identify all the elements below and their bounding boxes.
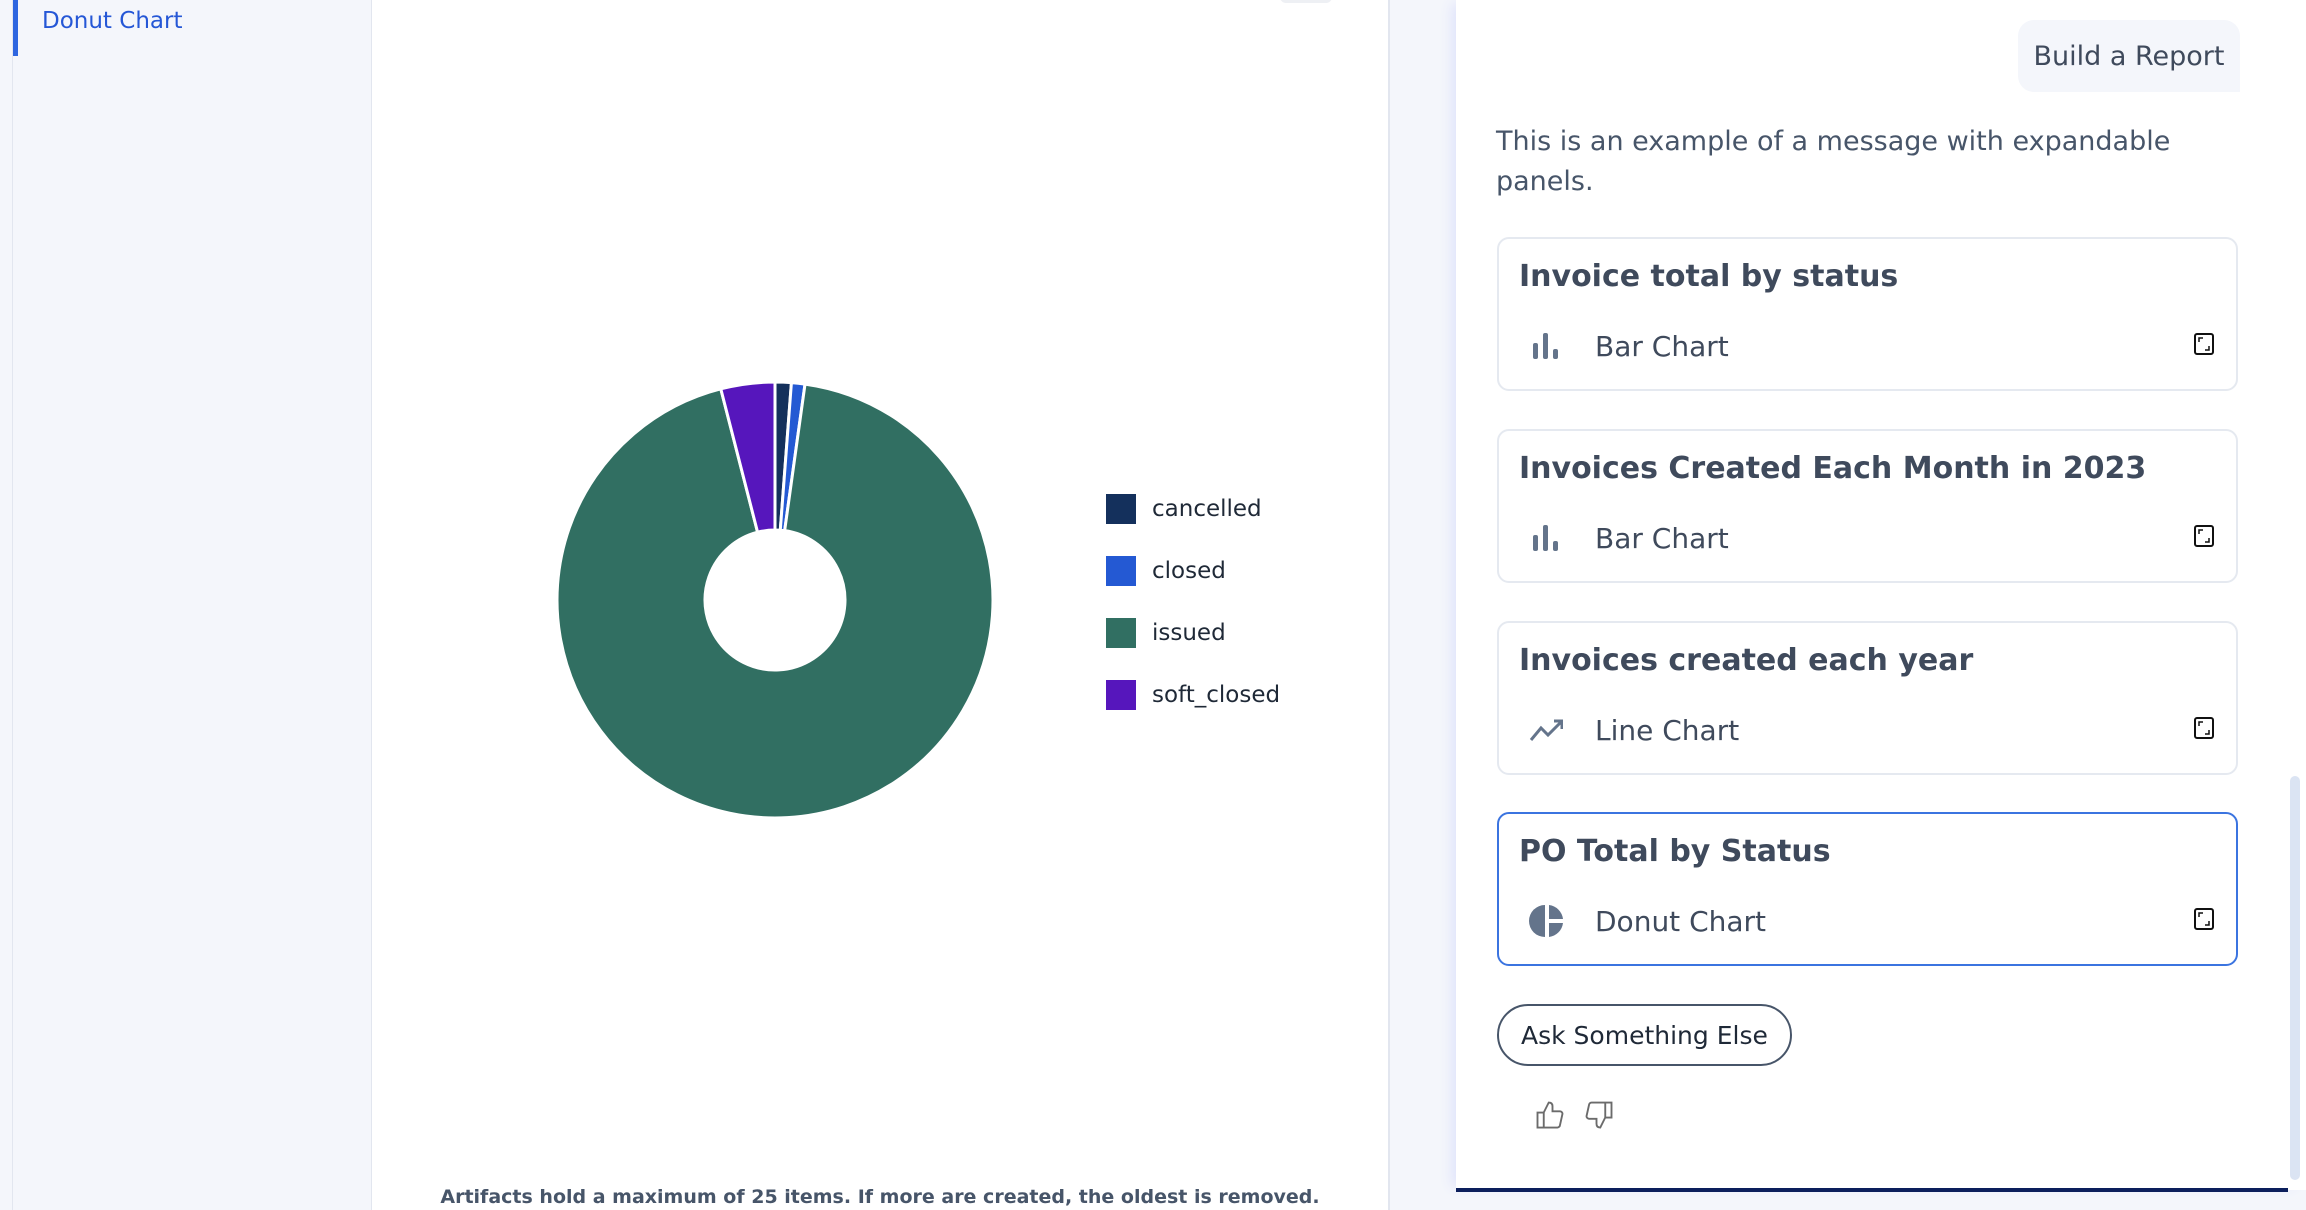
panel-type: Bar Chart <box>1595 521 1729 555</box>
panel-card-active[interactable]: PO Total by Status Donut Chart <box>1497 812 2238 966</box>
pie-chart-icon <box>1529 904 1563 938</box>
sidebar-item-donut-chart[interactable]: Donut Chart <box>13 0 368 56</box>
bar-chart-icon <box>1529 329 1563 363</box>
expand-icon[interactable] <box>2194 717 2214 739</box>
expand-icon[interactable] <box>2194 908 2214 930</box>
expand-icon[interactable] <box>2194 525 2214 547</box>
chat-bottom-border <box>1456 1188 2288 1192</box>
toolbar-button[interactable] <box>1280 0 1332 3</box>
legend-swatch <box>1106 680 1136 710</box>
legend-item[interactable]: issued <box>1106 618 1280 648</box>
user-message: Build a Report <box>2018 20 2240 92</box>
legend-swatch <box>1106 556 1136 586</box>
ask-something-else-button[interactable]: Ask Something Else <box>1497 1004 1792 1066</box>
donut-chart <box>555 380 995 820</box>
expand-icon[interactable] <box>2194 333 2214 355</box>
chart-legend: cancelled closed issued soft_closed <box>1106 494 1280 742</box>
panel-type: Line Chart <box>1595 713 1740 747</box>
panel-card[interactable]: Invoice total by status Bar Chart <box>1497 237 2238 391</box>
panel-title: Invoices Created Each Month in 2023 <box>1519 451 2147 486</box>
legend-item[interactable]: cancelled <box>1106 494 1280 524</box>
legend-label: issued <box>1152 620 1226 646</box>
legend-item[interactable]: closed <box>1106 556 1280 586</box>
legend-label: closed <box>1152 558 1226 584</box>
panel-type: Bar Chart <box>1595 329 1729 363</box>
artifact-panel: cancelled closed issued soft_closed Artifac… <box>372 0 1390 1210</box>
panel-card[interactable]: Invoices created each year Line Chart <box>1497 621 2238 775</box>
panel-title: PO Total by Status <box>1519 834 1831 869</box>
chat-panel: Build a Report This is an example of a m… <box>1456 0 2306 1190</box>
thumbs-down-icon[interactable] <box>1584 1100 1614 1130</box>
bar-chart-icon <box>1529 521 1563 555</box>
panel-title: Invoices created each year <box>1519 643 1974 678</box>
panel-card[interactable]: Invoices Created Each Month in 2023 Bar … <box>1497 429 2238 583</box>
donut-slice-soft_closed[interactable] <box>718 380 777 535</box>
sidebar-item-label: Donut Chart <box>42 8 183 34</box>
sidebar: Donut Chart <box>12 0 373 1210</box>
legend-label: cancelled <box>1152 496 1262 522</box>
artifact-limit-note: Artifacts hold a maximum of 25 items. If… <box>440 1186 1320 1208</box>
assistant-message: This is an example of a message with exp… <box>1496 126 2171 197</box>
legend-label: soft_closed <box>1152 682 1281 708</box>
donut-slice-issued[interactable] <box>555 382 995 820</box>
panel-title: Invoice total by status <box>1519 259 1899 294</box>
panel-type: Donut Chart <box>1595 904 1767 938</box>
legend-item[interactable]: soft_closed <box>1106 680 1280 710</box>
legend-swatch <box>1106 494 1136 524</box>
line-chart-icon <box>1529 713 1563 747</box>
legend-swatch <box>1106 618 1136 648</box>
thumbs-up-icon[interactable] <box>1535 1100 1565 1130</box>
chat-scrollbar[interactable] <box>2290 776 2300 1180</box>
